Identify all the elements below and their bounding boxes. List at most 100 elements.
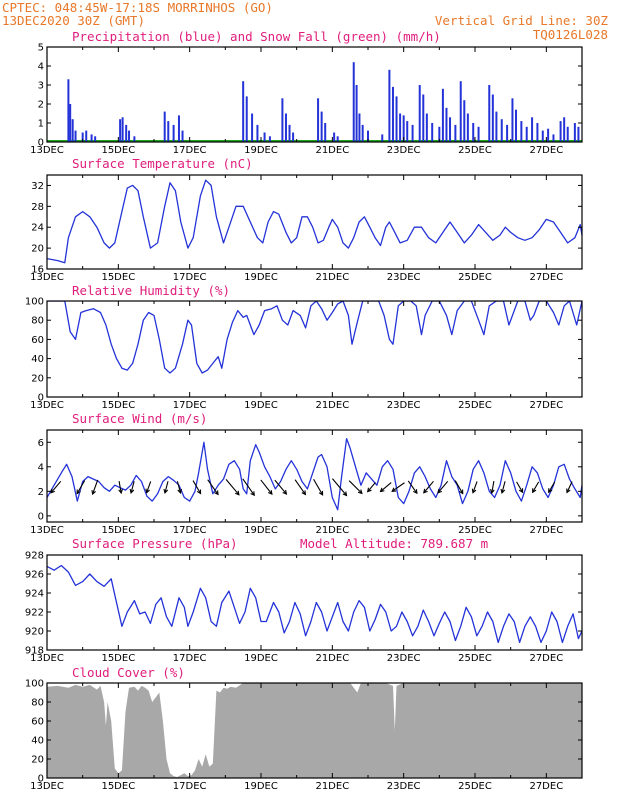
pressure-panel: Surface Pressure (hPa) Model Altitude: 78…	[25, 536, 583, 664]
wind-vector-shaft	[146, 481, 152, 493]
wind-xtick-label: 13DEC	[30, 525, 64, 536]
precip-bar	[552, 134, 555, 142]
precip-bar	[463, 100, 466, 142]
wind-vector-shaft	[76, 480, 86, 494]
precip-bar	[172, 124, 175, 142]
precip-bar	[559, 121, 562, 142]
precip-bar	[511, 98, 514, 142]
precip-bar	[317, 98, 320, 142]
wind-vector-head	[282, 489, 288, 495]
precip-bar	[281, 98, 284, 142]
temp-xtick-label: 21DEC	[315, 272, 349, 283]
wind-vector	[176, 481, 182, 494]
precip-xtick-label: 27DEC	[529, 145, 563, 156]
rh-ytick-label: 80	[31, 316, 44, 327]
precip-bar	[466, 113, 469, 142]
precip-panel: Precipitation (blue) and Snow Fall (gree…	[30, 29, 583, 156]
rh-xtick-label: 21DEC	[315, 400, 349, 411]
temp-ytick-label: 32	[31, 181, 44, 192]
wind-vector-shaft	[274, 479, 287, 495]
wind-vector-shaft	[50, 480, 62, 494]
precip-bar	[491, 94, 494, 142]
wind-vector	[163, 481, 169, 494]
wind-vector-head	[91, 490, 96, 496]
precip-ytick-label: 0	[38, 138, 44, 149]
temp-frame	[46, 174, 583, 270]
header-date-line: 13DEC2020 30Z (GMT)	[2, 13, 145, 28]
rh-ytick-label: 60	[31, 335, 44, 346]
precip-bar	[418, 85, 421, 142]
cloud-xtick-label: 15DEC	[101, 781, 135, 792]
rh-series-line	[47, 301, 582, 374]
temp-ytick-label: 24	[31, 223, 44, 234]
wind-vector	[348, 480, 363, 495]
precip-xtick-label: 23DEC	[387, 145, 421, 156]
precip-bar	[74, 130, 77, 142]
wind-vector-shaft	[348, 480, 363, 494]
precip-ytick-label: 1	[38, 119, 44, 130]
wind-vector-shaft	[423, 480, 434, 494]
wind-frame	[46, 429, 583, 523]
header: CPTEC: 048:45W-17:18S MORRINHOS (GO) 13D…	[2, 0, 608, 42]
cloud-xtick-label: 13DEC	[30, 781, 64, 792]
precip-bar	[563, 117, 566, 142]
precip-xtick-label: 17DEC	[173, 145, 207, 156]
rh-xtick-label: 23DEC	[387, 400, 421, 411]
pressure-xtick-label: 21DEC	[315, 653, 349, 664]
pressure-xtick-label: 25DEC	[458, 653, 492, 664]
precip-bar	[284, 113, 287, 142]
wind-xtick-label: 25DEC	[458, 525, 492, 536]
precip-bar	[292, 132, 295, 142]
precip-xtick-label: 19DEC	[244, 145, 278, 156]
precip-bar	[411, 124, 414, 142]
wind-vector	[145, 481, 152, 494]
wind-vector-head	[145, 488, 150, 494]
wind-vector-head	[177, 488, 182, 494]
wind-vector	[76, 480, 86, 495]
precip-bar	[445, 107, 448, 142]
precip-bar	[133, 136, 136, 142]
wind-vector-head	[357, 489, 363, 495]
pressure-xtick-label: 27DEC	[529, 653, 563, 664]
wind-vector-head	[234, 490, 240, 496]
precip-bar	[495, 111, 498, 142]
wind-vector-head	[500, 488, 506, 494]
wind-vector	[548, 481, 556, 494]
precip-bar	[422, 94, 425, 142]
rh-xtick-label: 25DEC	[458, 400, 492, 411]
precip-ytick-label: 4	[38, 62, 44, 73]
precip-bar	[242, 81, 245, 142]
precip-bar	[459, 81, 462, 142]
wind-vector-shaft	[225, 479, 240, 496]
wind-series-line	[47, 437, 582, 511]
pressure-ytick-label: 918	[25, 646, 44, 657]
wind-vector	[566, 481, 573, 494]
panels: Precipitation (blue) and Snow Fall (gree…	[25, 29, 583, 792]
precip-bar	[577, 126, 580, 142]
wind-vector	[242, 478, 255, 497]
cloud-frame	[46, 682, 583, 779]
pressure-title: Surface Pressure (hPa)	[72, 536, 238, 551]
temp-xtick-label: 17DEC	[173, 272, 207, 283]
wind-vector-shaft	[260, 479, 273, 495]
wind-ytick-label: 6	[38, 438, 44, 449]
rh-xtick-label: 27DEC	[529, 400, 563, 411]
wind-vector-shaft	[207, 479, 219, 495]
wind-vector-shaft	[532, 481, 540, 493]
precip-bar	[352, 62, 355, 142]
wind-vector-shaft	[491, 481, 495, 494]
wind-vector-head	[214, 490, 219, 496]
wind-vector-shaft	[313, 478, 324, 496]
wind-vector-head	[548, 488, 553, 494]
precip-bar	[336, 136, 339, 142]
pressure-ytick-label: 920	[25, 627, 44, 638]
wind-xtick-label: 27DEC	[529, 525, 563, 536]
wind-vector-shaft	[331, 478, 347, 496]
precip-bar	[388, 69, 391, 142]
precip-bar	[399, 113, 402, 142]
wind-ytick-label: 2	[38, 487, 44, 498]
cloud-xtick-label: 21DEC	[315, 781, 349, 792]
wind-xtick-label: 17DEC	[173, 525, 207, 536]
precip-bar	[85, 130, 88, 142]
cloud-ytick-label: 80	[31, 698, 44, 709]
